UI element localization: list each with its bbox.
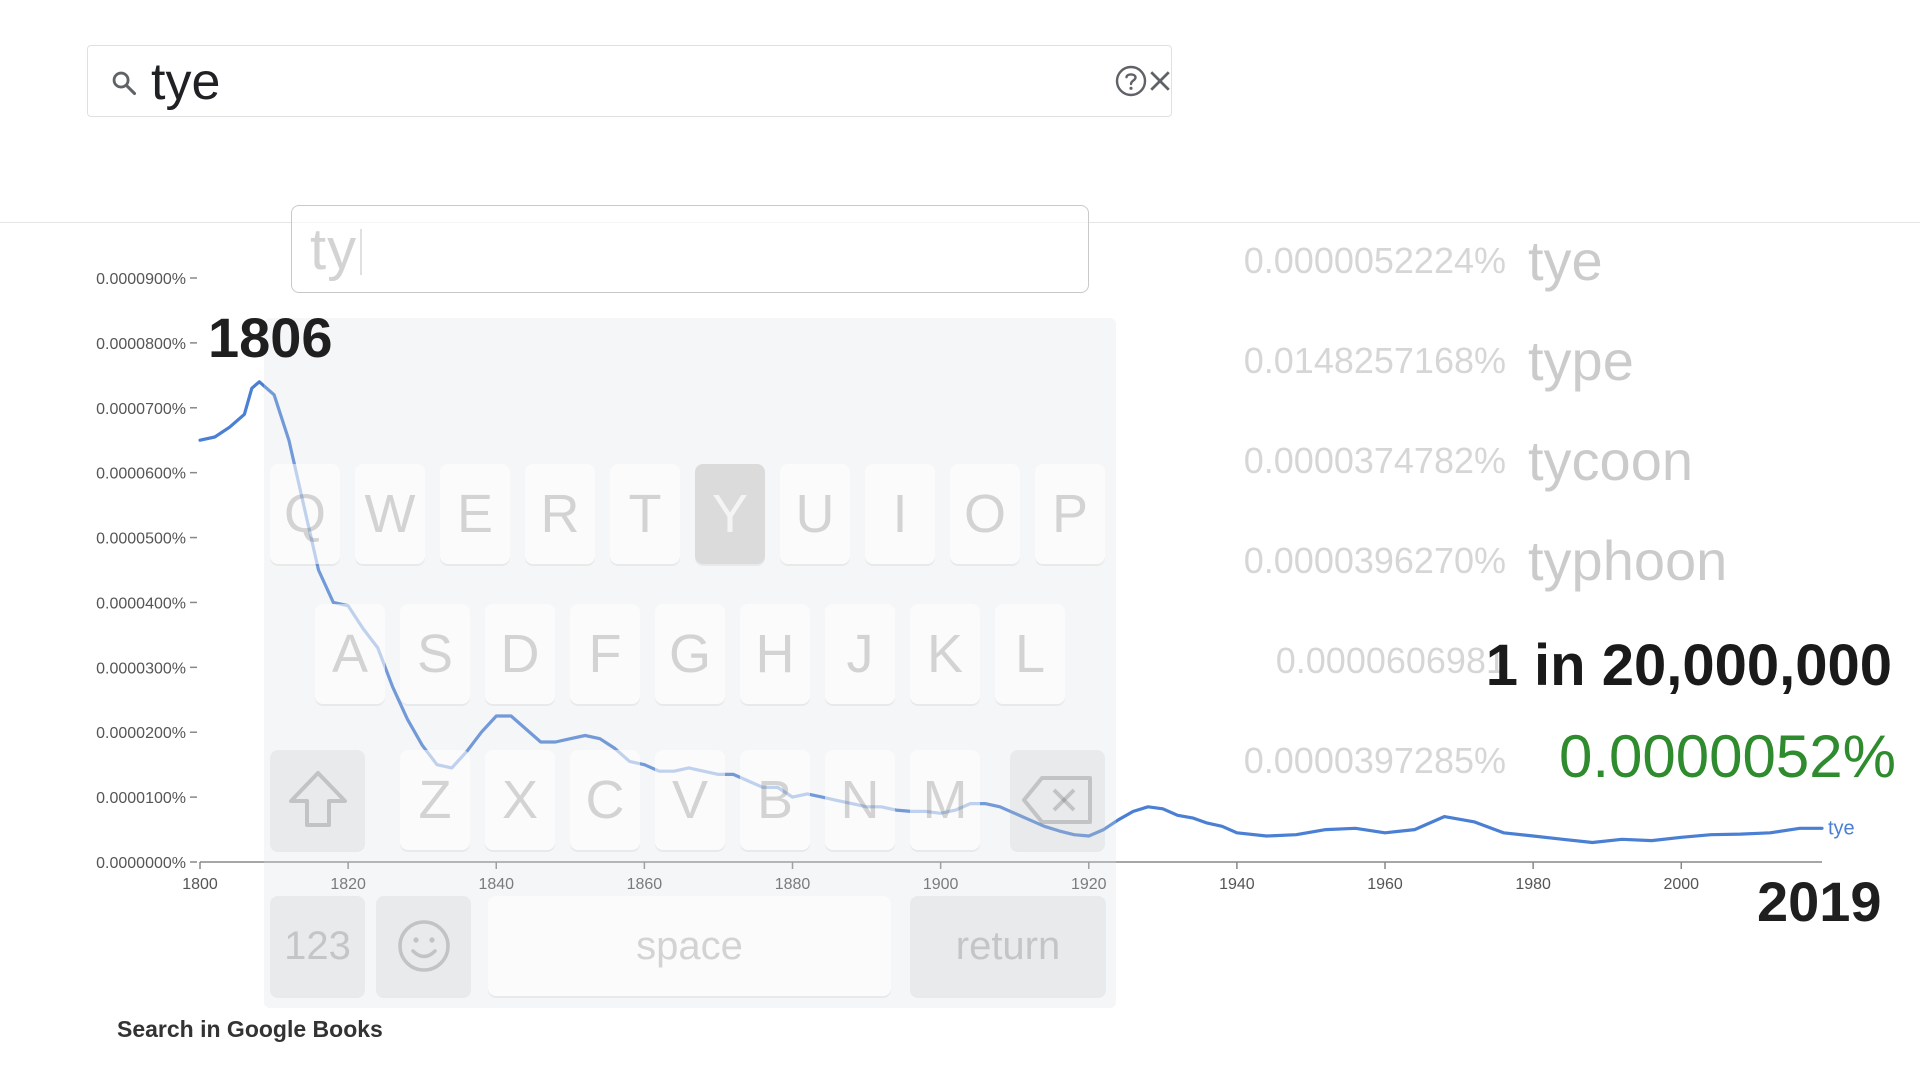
y-tick-label: 0.0000000% xyxy=(96,855,186,872)
key-p[interactable]: P xyxy=(1035,464,1105,564)
typed-text: ty xyxy=(310,218,363,282)
y-tick-label: 0.0000300% xyxy=(96,660,186,677)
key-o[interactable]: O xyxy=(950,464,1020,564)
key-v[interactable]: V xyxy=(655,750,725,850)
key-r[interactable]: R xyxy=(525,464,595,564)
key-k[interactable]: K xyxy=(910,604,980,704)
key-m[interactable]: M xyxy=(910,750,980,850)
y-tick-label: 0.0000600% xyxy=(96,466,186,483)
key-g[interactable]: G xyxy=(655,604,725,704)
key-w[interactable]: W xyxy=(355,464,425,564)
suggestion-word: type xyxy=(1528,329,1634,392)
key-f[interactable]: F xyxy=(570,604,640,704)
text-caret xyxy=(360,229,363,275)
google-books-link[interactable]: Search in Google Books xyxy=(117,1016,383,1042)
y-tick-label: 0.0000400% xyxy=(96,595,186,612)
y-tick-label: 0.0000500% xyxy=(96,531,186,548)
x-tick-label: 1980 xyxy=(1515,876,1551,893)
numbers-key[interactable]: 123 xyxy=(270,896,365,996)
help-icon[interactable] xyxy=(1111,61,1151,101)
suggestion-percent: 0.0000396270% xyxy=(1243,540,1506,581)
key-n[interactable]: N xyxy=(825,750,895,850)
x-tick-label: 1900 xyxy=(923,876,959,893)
end-year-label: 2019 xyxy=(1757,870,1882,933)
typed-text-field[interactable]: ty xyxy=(291,205,1089,293)
emoji-key[interactable] xyxy=(376,896,471,996)
key-q[interactable]: Q xyxy=(270,464,340,564)
x-tick-label: 1800 xyxy=(182,876,218,893)
search-bar[interactable]: tye xyxy=(87,45,1172,117)
x-tick-label: 2000 xyxy=(1663,876,1699,893)
frequency-ratio: 1 in 20,000,000 xyxy=(1485,633,1892,698)
key-a[interactable]: A xyxy=(315,604,385,704)
backspace-key[interactable] xyxy=(1010,750,1105,850)
x-tick-label: 1920 xyxy=(1071,876,1107,893)
x-tick-label: 1840 xyxy=(478,876,514,893)
suggestion-percent: 0.0000052224% xyxy=(1243,240,1506,281)
key-t[interactable]: T xyxy=(610,464,680,564)
key-u[interactable]: U xyxy=(780,464,850,564)
key-l[interactable]: L xyxy=(995,604,1065,704)
suggestion-percent: 0.0148257168% xyxy=(1243,340,1506,381)
key-e[interactable]: E xyxy=(440,464,510,564)
search-input[interactable]: tye xyxy=(151,53,221,111)
key-y[interactable]: Y xyxy=(695,464,765,564)
y-tick-label: 0.0000900% xyxy=(96,271,186,288)
close-icon[interactable] xyxy=(1145,66,1175,96)
key-i[interactable]: I xyxy=(865,464,935,564)
key-x[interactable]: X xyxy=(485,750,555,850)
suggestion-word: tycoon xyxy=(1528,429,1693,492)
keyboard-overlay: Q W E R T Y U I O P A S D F G H J K L Z X C V B N M 123 space return xyxy=(264,318,1116,1008)
x-tick-label: 1960 xyxy=(1367,876,1403,893)
x-tick-label: 1880 xyxy=(775,876,811,893)
x-tick-label: 1820 xyxy=(330,876,366,893)
series-label: tye xyxy=(1828,817,1855,839)
chart-ticks: 1800 1820 1840 1860 1880 1900 1920 1940 1960 1980… xyxy=(96,271,1699,893)
key-c[interactable]: C xyxy=(570,750,640,850)
return-key[interactable]: return xyxy=(910,896,1106,996)
suggestion-percent: 0.0000397285% xyxy=(1243,740,1506,781)
key-h[interactable]: H xyxy=(740,604,810,704)
backspace-icon xyxy=(1021,776,1092,824)
y-tick-label: 0.0000100% xyxy=(96,790,186,807)
x-tick-label: 1860 xyxy=(627,876,663,893)
y-tick-label: 0.0000700% xyxy=(96,401,186,418)
x-tick-label: 1940 xyxy=(1219,876,1255,893)
suggestion-word: tye xyxy=(1528,229,1603,292)
frequency-percent: 0.0000052% xyxy=(1559,723,1896,790)
suggestion-percent: 0.0000374782% xyxy=(1243,440,1506,481)
y-tick-label: 0.0000800% xyxy=(96,336,186,353)
y-tick-label: 0.0000200% xyxy=(96,725,186,742)
space-key[interactable]: space xyxy=(488,896,891,996)
key-d[interactable]: D xyxy=(485,604,555,704)
key-b[interactable]: B xyxy=(740,750,810,850)
peak-year-label: 1806 xyxy=(208,306,333,369)
suggestion-word: typhoon xyxy=(1528,529,1728,592)
key-s[interactable]: S xyxy=(400,604,470,704)
key-j[interactable]: J xyxy=(825,604,895,704)
shift-icon xyxy=(288,771,347,827)
shift-key[interactable] xyxy=(270,750,365,850)
search-icon xyxy=(112,71,137,96)
key-z[interactable]: Z xyxy=(400,750,470,850)
emoji-icon xyxy=(397,920,450,972)
suggestion-percent: 0.0000606981 xyxy=(1275,640,1506,681)
